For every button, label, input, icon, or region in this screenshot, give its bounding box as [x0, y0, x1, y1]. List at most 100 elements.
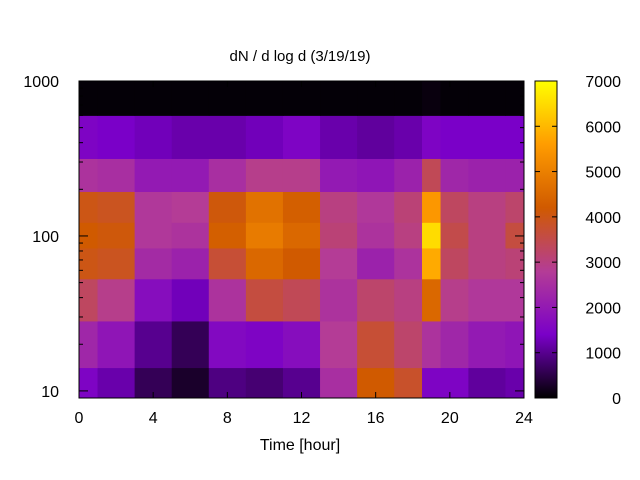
heatmap-cell [282, 158, 321, 192]
x-axis: 0 4 8 12 16 20 24 [75, 81, 533, 427]
heatmap-cell [282, 320, 321, 369]
heatmap-cell [422, 320, 442, 369]
colorbar-tick-label: 3000 [585, 255, 621, 272]
heatmap-cell [320, 158, 358, 192]
heatmap-cell [208, 222, 247, 249]
heatmap-cell [79, 367, 99, 399]
heatmap-cells [79, 81, 525, 399]
heatmap-cell [422, 247, 442, 280]
heatmap-cell [282, 247, 321, 280]
heatmap-cell [468, 278, 506, 322]
heatmap-cell [134, 158, 173, 192]
heatmap-cell [394, 191, 423, 223]
colorbar-tick-label: 4000 [585, 210, 621, 227]
heatmap-cell [208, 247, 247, 280]
heatmap-cell [468, 320, 506, 369]
heatmap-cell [422, 158, 442, 192]
heatmap-cell [208, 115, 247, 159]
heatmap-cell [440, 81, 469, 116]
heatmap-cell [245, 115, 284, 159]
heatmap-cell [208, 191, 247, 223]
heatmap-cell [468, 158, 506, 192]
heatmap-cell [320, 81, 358, 116]
heatmap-cell [97, 278, 136, 322]
heatmap-cell [394, 320, 423, 369]
heatmap-cell [440, 191, 469, 223]
heatmap-cell [357, 191, 395, 223]
heatmap-cell [422, 115, 442, 159]
heatmap-cell [357, 222, 395, 249]
heatmap-cell [79, 247, 99, 280]
heatmap-cell [282, 115, 321, 159]
y-tick-label: 10 [41, 384, 59, 401]
heatmap-cell [282, 278, 321, 322]
heatmap-cell [97, 158, 136, 192]
heatmap-cell [245, 247, 284, 280]
heatmap-cell [171, 222, 210, 249]
heatmap-cell [79, 115, 99, 159]
heatmap-cell [440, 247, 469, 280]
heatmap-cell [282, 222, 321, 249]
heatmap-cell [468, 115, 506, 159]
heatmap-cell [171, 158, 210, 192]
heatmap-cell [505, 247, 525, 280]
heatmap-cell [171, 367, 210, 399]
heatmap-cell [422, 81, 442, 116]
heatmap-cell [208, 278, 247, 322]
heatmap-cell [79, 81, 99, 116]
heatmap-cell [320, 278, 358, 322]
heatmap-cell [245, 278, 284, 322]
colorbar-axis: 0 1000 2000 3000 4000 5000 6000 7000 [535, 74, 621, 408]
heatmap-cell [282, 191, 321, 223]
heatmap-cell [97, 222, 136, 249]
heatmap-cell [245, 81, 284, 116]
heatmap-cell [505, 158, 525, 192]
heatmap-cell [245, 222, 284, 249]
heatmap-cell [79, 320, 99, 369]
heatmap-cell [394, 278, 423, 322]
heatmap-cell [357, 320, 395, 369]
heatmap-cell [134, 115, 173, 159]
colorbar-tick-label: 2000 [585, 300, 621, 317]
y-axis: 10 100 1000 [23, 74, 524, 401]
heatmap-cell [440, 278, 469, 322]
x-tick-label: 8 [223, 410, 232, 427]
heatmap-cell [394, 115, 423, 159]
heatmap-cell [208, 158, 247, 192]
heatmap-cell [394, 81, 423, 116]
heatmap-cell [134, 247, 173, 280]
heatmap-cell [357, 247, 395, 280]
heatmap-cell [468, 247, 506, 280]
heatmap-cell [422, 278, 442, 322]
heatmap-cell [505, 278, 525, 322]
heatmap-cell [79, 158, 99, 192]
heatmap-cell [320, 367, 358, 399]
heatmap-cell [505, 81, 525, 116]
x-tick-label: 0 [75, 410, 84, 427]
heatmap-cell [134, 191, 173, 223]
heatmap-cell [245, 158, 284, 192]
colorbar-tick-label: 7000 [585, 74, 621, 91]
heatmap-cell [97, 367, 136, 399]
heatmap-cell [468, 367, 506, 399]
heatmap-cell [134, 320, 173, 369]
heatmap-cell [357, 278, 395, 322]
heatmap-cell [357, 158, 395, 192]
heatmap-cell [422, 367, 442, 399]
heatmap-cell [394, 367, 423, 399]
heatmap-cell [97, 115, 136, 159]
colorbar-tick-label: 6000 [585, 119, 621, 136]
heatmap-cell [171, 115, 210, 159]
y-tick-label: 100 [32, 229, 59, 246]
heatmap-cell [79, 191, 99, 223]
heatmap-cell [97, 247, 136, 280]
heatmap-cell [208, 320, 247, 369]
heatmap-cell [422, 191, 442, 223]
heatmap-cell [134, 278, 173, 322]
heatmap-cell [440, 222, 469, 249]
heatmap-cell [320, 115, 358, 159]
heatmap-cell [505, 367, 525, 399]
heatmap-cell [320, 247, 358, 280]
heatmap-cell [245, 367, 284, 399]
